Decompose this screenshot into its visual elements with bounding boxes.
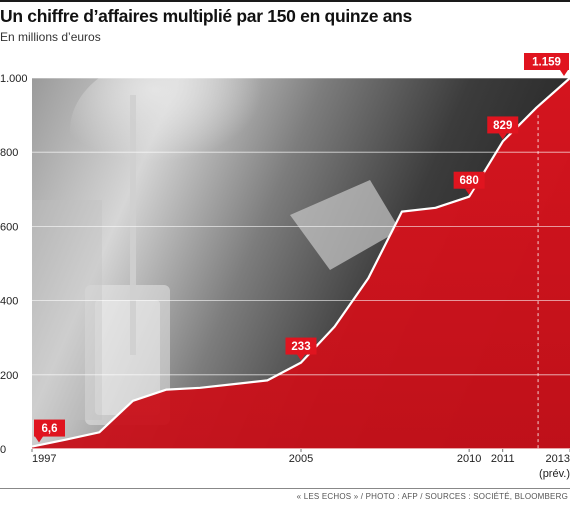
callout-text: 233	[291, 341, 310, 353]
x-tick-label: 2011	[491, 453, 515, 465]
callout-box	[453, 171, 485, 189]
value-callout: 1.159	[524, 53, 569, 76]
x-tick-label: 2010	[457, 453, 481, 465]
callout-box	[34, 419, 65, 437]
callout-box	[487, 116, 519, 134]
callout-box	[285, 337, 317, 355]
source-credit: « LES ECHOS » / PHOTO : AFP / SOURCES : …	[296, 492, 568, 501]
top-rule	[0, 0, 570, 2]
value-callout: 829	[487, 116, 519, 140]
x-tick-label: 2013	[546, 453, 570, 465]
bottom-rule	[0, 488, 570, 489]
callout-pointer	[297, 354, 305, 361]
value-callout: 680	[453, 171, 485, 195]
callout-pointer	[35, 436, 43, 443]
x-axis: 1997 2005 2010 2011 2013 (prév.)	[31, 449, 570, 480]
callout-pointer	[560, 70, 568, 76]
y-tick-label: 200	[0, 370, 18, 382]
value-callout: 233	[285, 337, 317, 361]
x-tick-label: 2005	[289, 453, 313, 465]
data-labels: 6,6 233 680 829 1.159	[34, 53, 569, 443]
callout-text: 829	[493, 120, 512, 132]
y-tick-label: 800	[0, 147, 18, 159]
y-tick-label: 1.000	[0, 73, 28, 85]
chart-title: Un chiffre d’affaires multiplié par 150 …	[0, 6, 412, 26]
y-tick-label: 400	[0, 296, 18, 308]
x-annotation: (prév.)	[539, 468, 570, 480]
chart-subtitle: En millions d’euros	[0, 30, 101, 44]
callout-text: 680	[460, 175, 479, 187]
area-shade	[32, 78, 570, 449]
value-callout: 6,6	[34, 419, 65, 443]
callout-text: 6,6	[42, 423, 58, 435]
y-axis: 0 200 400 600 800 1.000	[0, 73, 28, 456]
x-tick-label: 1997	[32, 453, 56, 465]
y-tick-label: 600	[0, 221, 18, 233]
callout-pointer	[465, 188, 474, 195]
callout-text: 1.159	[532, 57, 561, 69]
chart-area: 0 200 400 600 800 1.000 1997 2005 2010 2011 2013 (…	[0, 53, 570, 480]
callout-box	[524, 53, 569, 70]
callout-pointer	[498, 133, 507, 140]
y-tick-label: 0	[0, 444, 6, 456]
